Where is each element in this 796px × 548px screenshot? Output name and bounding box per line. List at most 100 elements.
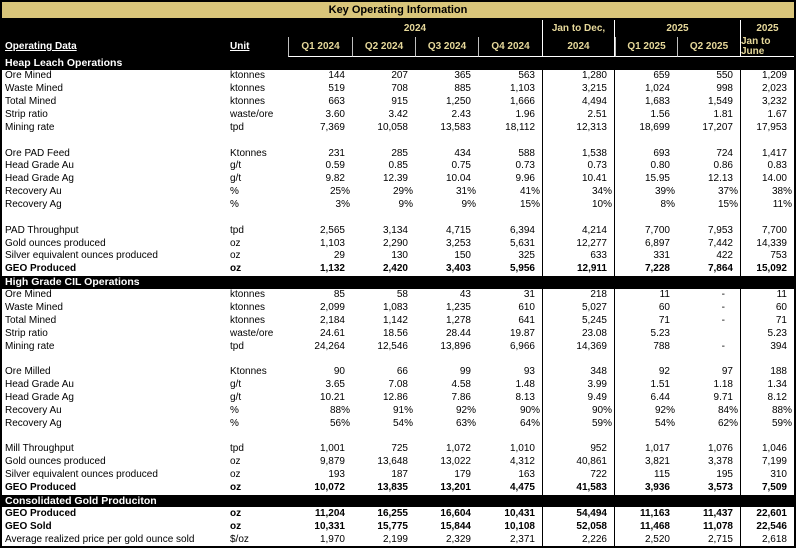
cell-value: 66 <box>396 366 408 378</box>
cell-value: 285 <box>391 147 408 159</box>
cell-value: 23.08 <box>542 327 615 341</box>
cell-value: 4,494 <box>542 95 615 109</box>
row-label <box>2 134 228 147</box>
cell-value <box>415 211 478 224</box>
row-label: Gold ounces produced <box>5 456 106 468</box>
cell-value: 885 <box>454 83 471 95</box>
cell-value: 187 <box>391 469 408 481</box>
cell-value: 10,072 <box>314 482 345 494</box>
cell-value: 14.00 <box>740 172 794 186</box>
cell-value: 641 <box>518 314 535 326</box>
row-unit: oz <box>230 250 241 262</box>
cell-value: 633 <box>542 250 615 263</box>
cell-value <box>542 430 615 444</box>
cell-value: 92 <box>658 366 670 378</box>
table-row: Gold ounces produced oz 1,103 2,290 3,253 5,6… <box>2 237 794 251</box>
cell-value: - <box>721 301 725 313</box>
cell-value: 43 <box>459 289 471 301</box>
cell-value: 38% <box>740 185 794 199</box>
cell-value: 1,103 <box>509 83 535 95</box>
row-unit: % <box>230 404 239 416</box>
cell-value <box>615 430 677 443</box>
cell-value: 14,339 <box>740 237 794 251</box>
row-unit: % <box>230 198 239 210</box>
cell-value: 163 <box>518 469 535 481</box>
table-row: Strip ratio waste/ore 24.61 18.56 28.44 19.87… <box>2 327 794 341</box>
row-unit: tpd <box>230 121 244 133</box>
cell-value: 22,546 <box>740 520 794 534</box>
cell-value: 1.96 <box>515 108 535 120</box>
table-row: Total Mined ktonnes 2,184 1,142 1,278 641 5,24… <box>2 314 794 328</box>
cell-value: 2.43 <box>451 108 471 120</box>
cell-value <box>740 211 794 225</box>
cell-value: 0.83 <box>740 159 794 173</box>
table-row: Waste Mined ktonnes 2,099 1,083 1,235 610 5,02… <box>2 301 794 315</box>
header-group-2024: 2024 <box>403 22 427 34</box>
row-unit: ktonnes <box>230 83 266 95</box>
table-row: Recovery Ag% 56% 54% 63% 64% 59% 54% 62% 59% <box>2 417 794 431</box>
cell-value: 3.99 <box>542 378 615 392</box>
cell-value: 422 <box>716 250 733 262</box>
header-q1-2024: Q1 2024 <box>288 37 352 57</box>
cell-value: 663 <box>328 96 345 108</box>
cell-value: 10% <box>542 198 615 212</box>
row-label: Recovery Ag <box>5 417 62 429</box>
table-row: Average realized price per gold ounce so… <box>2 533 794 546</box>
table-row: Strip ratio waste/ore 3.60 3.42 2.43 1.96 2.51… <box>2 108 794 122</box>
cell-value: 1,072 <box>445 443 471 455</box>
row-label: Mill Throughput <box>5 443 74 455</box>
row-unit: ktonnes <box>230 289 266 301</box>
cell-value: 3,134 <box>382 224 408 236</box>
row-unit: g/t <box>230 173 242 185</box>
cell-value: 753 <box>740 250 794 263</box>
table-row: Ore Mined ktonnes 144 207 365 563 1,280 659 550 1… <box>2 69 794 83</box>
section-label: Consolidated Gold Produciton <box>5 494 157 507</box>
cell-value: 12.86 <box>382 392 408 403</box>
cell-value: 60 <box>658 301 670 313</box>
cell-value: 1,549 <box>707 96 733 108</box>
cell-value: 4.58 <box>451 379 471 391</box>
cell-value: 693 <box>653 147 670 159</box>
spacer-row <box>2 211 794 225</box>
row-unit: g/t <box>230 160 242 172</box>
table-row: GEO Produced oz 1,132 2,420 3,403 5,956 12,911… <box>2 262 794 276</box>
cell-value: 331 <box>653 250 670 262</box>
cell-value: 3.42 <box>388 108 408 120</box>
cell-value: 1.18 <box>713 379 733 391</box>
cell-value <box>677 211 740 224</box>
cell-value: 7,442 <box>707 237 733 249</box>
cell-value: 7,953 <box>707 224 733 236</box>
cell-value: 91% <box>392 404 413 416</box>
cell-value: 8.13 <box>515 392 535 403</box>
cell-value: 1,683 <box>644 96 670 108</box>
cell-value <box>352 353 415 366</box>
row-label: Head Grade Au <box>5 160 74 172</box>
table-row: Mining rate tpd 24,264 12,546 13,896 6,966 14,… <box>2 340 794 353</box>
table-row: GEO Sold oz 10,331 15,775 15,844 10,108 52,058… <box>2 520 794 534</box>
cell-value: 2,371 <box>509 533 535 545</box>
section-label: High Grade CIL Operations <box>5 275 140 288</box>
cell-value: 610 <box>518 301 535 313</box>
row-label: Ore PAD Feed <box>5 147 70 159</box>
cell-value <box>415 134 478 147</box>
cell-value: 10,058 <box>377 121 408 133</box>
section-row: Heap Leach Operations <box>2 57 794 70</box>
cell-value: 9,879 <box>319 456 345 468</box>
cell-value <box>677 327 740 340</box>
cell-value: 10.04 <box>445 173 471 185</box>
section-label: Heap Leach Operations <box>5 57 123 70</box>
cell-value: 1,017 <box>644 443 670 455</box>
spacer-row <box>2 134 794 148</box>
cell-value: 17,207 <box>702 121 733 133</box>
row-unit: oz <box>230 469 241 481</box>
row-unit: oz <box>230 507 242 519</box>
row-unit: ktonnes <box>230 96 266 108</box>
table-row: Head Grade Au g/t 3.65 7.08 4.58 1.48 3.99 1.51… <box>2 378 794 392</box>
cell-value: 563 <box>518 70 535 82</box>
cell-value: 915 <box>391 96 408 108</box>
cell-value <box>352 211 415 224</box>
cell-value <box>542 211 615 225</box>
row-label <box>2 430 228 443</box>
cell-value: 7,199 <box>740 455 794 469</box>
